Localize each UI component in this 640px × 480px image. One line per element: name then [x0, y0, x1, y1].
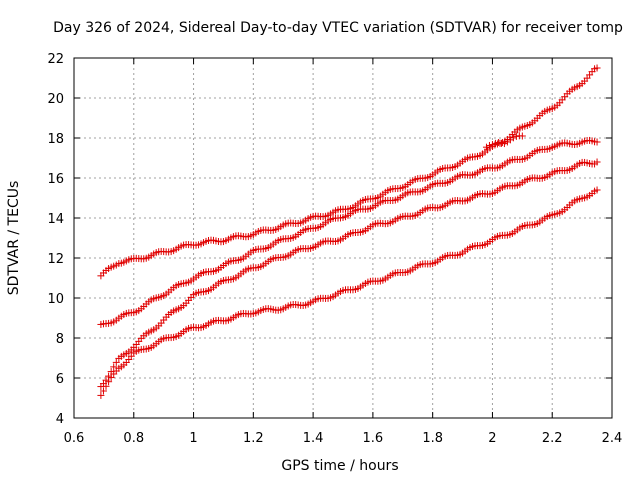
axis-ticks: 0.6 0.8 1 1.2 1.4 1.6 1.8 2 2.2 2.4 4 6 8 10 12 14 16 18 2…: [47, 52, 622, 446]
data-point: [593, 186, 601, 194]
y-tick-label: 4: [56, 412, 64, 427]
x-tick-label: 1.2: [243, 431, 264, 446]
chart-title: Day 326 of 2024, Sidereal Day-to-day VTE…: [53, 20, 623, 36]
x-tick-label: 2: [488, 431, 496, 446]
x-tick-label: 1: [189, 431, 197, 446]
y-tick-label: 10: [47, 292, 64, 307]
x-axis-label: GPS time / hours: [281, 458, 398, 474]
data-point: [488, 141, 496, 149]
data-point: [518, 132, 526, 140]
data-point: [102, 382, 110, 390]
y-tick-label: 22: [47, 52, 64, 67]
x-tick-label: 1.8: [422, 431, 443, 446]
y-tick-label: 20: [47, 92, 64, 107]
data-point: [110, 363, 118, 371]
y-tick-label: 14: [47, 212, 64, 227]
plot-frame: [73, 57, 613, 419]
data-point: [97, 391, 105, 399]
data-point: [509, 134, 517, 142]
data-point: [494, 139, 502, 147]
data-point: [500, 140, 508, 148]
data-point: [105, 378, 113, 386]
data-point: [593, 138, 601, 146]
x-tick-label: 1.6: [363, 431, 384, 446]
data-point: [593, 64, 601, 72]
x-tick-label: 1.4: [303, 431, 324, 446]
data-point: [512, 132, 520, 140]
data-point: [491, 139, 499, 147]
data-point: [485, 141, 493, 149]
x-tick-label: 2.2: [542, 431, 563, 446]
x-tick-label: 0.8: [123, 431, 144, 446]
y-tick-label: 6: [56, 372, 64, 387]
y-tick-label: 8: [56, 332, 64, 347]
y-tick-label: 16: [47, 172, 64, 187]
y-tick-label: 18: [47, 132, 64, 147]
data-point: [112, 358, 120, 366]
data-point: [107, 374, 115, 382]
data-points: [97, 64, 601, 399]
data-point: [99, 387, 107, 395]
x-tick-label: 2.4: [602, 431, 623, 446]
data-point: [593, 158, 601, 166]
y-tick-label: 12: [47, 252, 64, 267]
data-point: [482, 143, 490, 151]
x-tick-label: 0.6: [64, 431, 85, 446]
y-axis-label: SDTVAR / TECUs: [6, 181, 22, 296]
